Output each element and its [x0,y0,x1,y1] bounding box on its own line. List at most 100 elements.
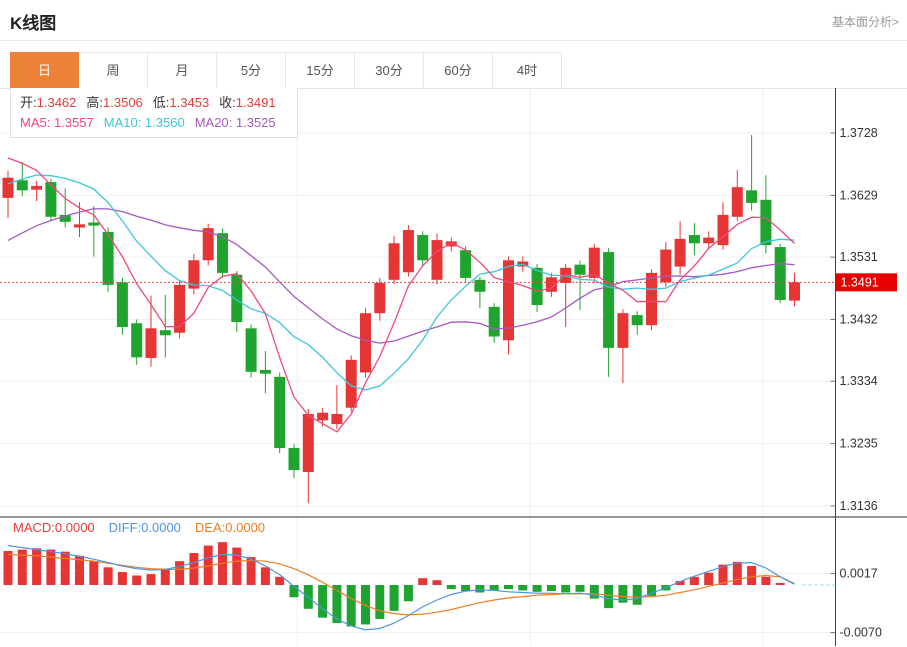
macd-bar-34[interactable] [489,585,499,591]
macd-bar-28[interactable] [403,585,413,602]
tab-period-3[interactable]: 5分 [217,52,286,89]
candle-body-19[interactable] [274,376,286,449]
candle-body-22[interactable] [317,412,329,421]
tab-period-6[interactable]: 60分 [424,52,493,89]
macd-bar-37[interactable] [532,585,542,592]
candle-body-48[interactable] [688,235,700,244]
macd-bar-9[interactable] [132,575,142,585]
macd-bar-29[interactable] [418,578,428,585]
candle-body-31[interactable] [445,241,457,247]
candle-body-5[interactable] [74,224,85,228]
candle-body-39[interactable] [560,267,572,283]
macd-bar-27[interactable] [389,585,399,611]
candle-body-36[interactable] [517,261,529,267]
macd-bar-2[interactable] [32,548,42,585]
macd-bar-39[interactable] [561,585,571,593]
candle-body-34[interactable] [488,306,500,337]
tab-period-7[interactable]: 4时 [493,52,562,89]
macd-bar-8[interactable] [117,572,127,585]
macd-bar-15[interactable] [218,542,227,585]
macd-bar-45[interactable] [647,585,656,596]
candle-body-2[interactable] [31,185,43,190]
candle-body-21[interactable] [302,414,314,472]
macd-bar-25[interactable] [361,585,370,625]
macd-bar-48[interactable] [689,576,699,585]
candle-body-27[interactable] [388,243,400,280]
candle-body-7[interactable] [102,231,114,285]
candle-body-16[interactable] [231,274,243,323]
candle-body-32[interactable] [460,250,472,278]
macd-bar-4[interactable] [60,551,70,585]
candle-body-8[interactable] [116,282,128,328]
macd-bar-20[interactable] [289,585,299,598]
macd-bar-24[interactable] [346,585,356,627]
candle-body-0[interactable] [2,177,14,198]
candle-body-15[interactable] [217,233,228,273]
macd-bar-33[interactable] [475,585,485,593]
candle-body-40[interactable] [574,264,586,275]
macd-bar-50[interactable] [718,564,728,585]
macd-bar-7[interactable] [103,567,113,585]
candle-body-9[interactable] [131,323,143,358]
fundamental-analysis-link[interactable]: 基本面分析> [831,15,899,29]
candle-body-45[interactable] [646,272,657,326]
candle-body-29[interactable] [417,235,429,261]
candle-body-43[interactable] [617,313,629,348]
candle-body-51[interactable] [731,187,743,217]
macd-bar-36[interactable] [518,585,528,591]
macd-bar-22[interactable] [318,585,328,618]
candle-body-50[interactable] [717,214,729,246]
candle-body-1[interactable] [16,180,28,191]
macd-bar-11[interactable] [160,568,170,585]
macd-bar-44[interactable] [632,585,642,605]
candle-body-20[interactable] [288,448,300,471]
candle-body-49[interactable] [703,237,715,244]
candle-body-44[interactable] [631,315,643,326]
macd-bar-6[interactable] [89,561,99,585]
candle-body-3[interactable] [45,182,57,217]
candle-body-6[interactable] [88,222,100,226]
candle-body-12[interactable] [174,284,186,333]
candle-body-23[interactable] [331,414,343,425]
tab-period-1[interactable]: 周 [79,52,148,89]
macd-bar-10[interactable] [146,574,156,585]
candle-body-42[interactable] [603,252,615,348]
candle-body-53[interactable] [760,199,772,246]
macd-bar-23[interactable] [332,585,342,624]
macd-bar-18[interactable] [260,567,270,585]
macd-bar-52[interactable] [747,565,757,585]
candle-body-55[interactable] [789,282,800,301]
macd-bar-49[interactable] [704,572,714,585]
candle-body-54[interactable] [774,247,786,300]
macd-bar-30[interactable] [432,580,442,585]
candle-body-46[interactable] [660,249,672,283]
candle-body-38[interactable] [545,277,557,292]
macd-bar-16[interactable] [232,547,242,585]
tab-period-0[interactable]: 日 [10,52,79,89]
macd-bar-21[interactable] [303,585,313,609]
macd-bar-40[interactable] [575,585,585,592]
candle-body-28[interactable] [402,230,414,273]
candle-body-13[interactable] [188,260,200,289]
candle-body-33[interactable] [474,279,486,292]
candle-body-37[interactable] [531,267,543,306]
candle-body-18[interactable] [259,369,271,374]
candle-body-10[interactable] [145,328,157,358]
tab-period-2[interactable]: 月 [148,52,217,89]
macd-bar-35[interactable] [504,585,513,590]
candle-body-17[interactable] [245,328,257,372]
macd-bar-3[interactable] [46,549,56,585]
candle-body-35[interactable] [503,260,514,341]
macd-bar-46[interactable] [661,585,671,591]
macd-bar-32[interactable] [461,585,471,592]
candle-body-25[interactable] [360,313,371,373]
candle-body-52[interactable] [746,190,758,203]
macd-bar-38[interactable] [546,585,556,592]
macd-bar-31[interactable] [446,585,456,590]
candle-body-4[interactable] [59,214,71,222]
macd-bar-1[interactable] [17,549,27,585]
candle-body-41[interactable] [588,247,600,278]
macd-bar-43[interactable] [618,585,628,603]
candle-body-14[interactable] [202,228,214,261]
macd-bar-53[interactable] [761,576,771,585]
